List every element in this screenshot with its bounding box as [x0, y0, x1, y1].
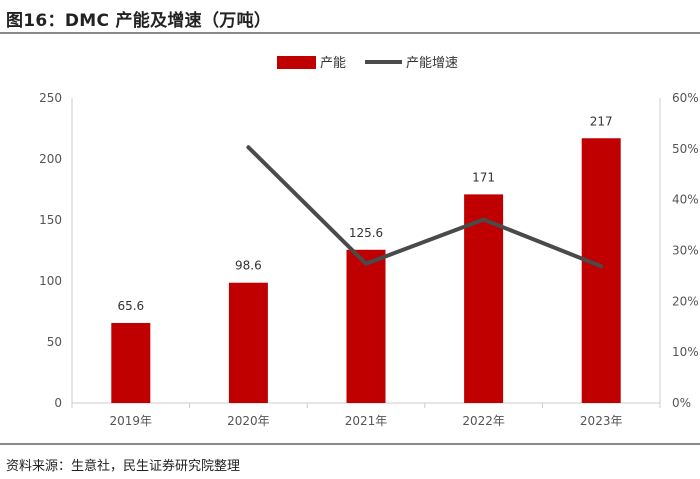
bar	[111, 322, 151, 403]
bar	[464, 194, 504, 403]
y-right-tick-label: 20%	[672, 294, 699, 308]
data-labels: 65.6 98.6 125.6 171 217	[117, 114, 612, 313]
combo-chart: 产能 产能增速 0 50 100 150 200 250 0% 10% 20% 30% 40% 50% 6…	[39, 56, 699, 428]
growth-line	[246, 145, 604, 269]
source-note: 资料来源：生意社，民生证券研究院整理	[6, 459, 241, 474]
y-right-tick-label: 40%	[672, 193, 699, 207]
y-right-tick-label: 0%	[672, 396, 691, 410]
y-right-tick-label: 10%	[672, 345, 699, 359]
y-left-tick-label: 0	[54, 396, 62, 410]
bar-value-label: 98.6	[235, 259, 262, 273]
bar	[581, 138, 621, 403]
x-tick-label: 2019年	[110, 414, 153, 428]
legend-bar-swatch	[277, 56, 316, 69]
y-left-tick-label: 250	[39, 91, 62, 105]
legend-bar-label: 产能	[320, 56, 346, 71]
legend-line-label: 产能增速	[406, 56, 458, 71]
bar-value-label: 217	[590, 114, 613, 128]
chart-axes: 0 50 100 150 200 250 0% 10% 20% 30% 40% 50% 60% 2019年…	[39, 91, 699, 428]
bar-value-label: 125.6	[349, 226, 383, 240]
page-title: 图16：DMC 产能及增速（万吨）	[6, 11, 272, 31]
y-left-tick-label: 200	[39, 152, 62, 166]
x-tick-label: 2020年	[227, 414, 270, 428]
y-left-tick-label: 50	[47, 335, 62, 349]
bar-value-label: 65.6	[117, 299, 144, 313]
y-right-tick-label: 50%	[672, 142, 699, 156]
chart-legend: 产能 产能增速	[277, 56, 458, 71]
y-left-tick-label: 150	[39, 213, 62, 227]
x-tick-label: 2021年	[345, 414, 388, 428]
footer-divider	[0, 443, 700, 445]
y-right-tick-label: 60%	[672, 91, 699, 105]
line-series	[246, 145, 604, 269]
x-tick-label: 2022年	[462, 414, 505, 428]
x-tick-label: 2023年	[580, 414, 623, 428]
title-divider	[0, 32, 700, 34]
y-right-tick-label: 30%	[672, 244, 699, 258]
y-left-tick-label: 100	[39, 274, 62, 288]
bar	[228, 282, 268, 403]
bar-series	[111, 138, 621, 403]
bar	[346, 249, 386, 403]
bar-value-label: 171	[472, 170, 495, 184]
